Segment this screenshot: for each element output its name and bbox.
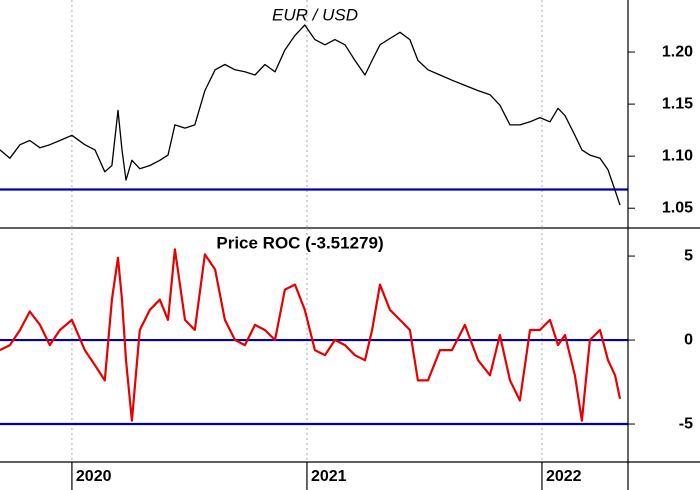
y-tick-label: 1.05 <box>662 199 693 216</box>
y-tick-label: 1.20 <box>662 43 693 60</box>
y-tick-label: 5 <box>684 247 693 264</box>
panel-title: EUR / USD <box>272 5 358 24</box>
y-tick-label: 0 <box>684 331 693 348</box>
y-tick-label: 1.10 <box>662 147 693 164</box>
panel-title: Price ROC (-3.51279) <box>216 233 383 252</box>
series-line <box>0 24 621 206</box>
series-line <box>0 248 622 422</box>
x-tick-label: 2022 <box>546 468 582 485</box>
x-tick-label: 2020 <box>76 468 112 485</box>
y-tick-label: 1.15 <box>662 95 693 112</box>
x-tick-label: 2021 <box>311 468 347 485</box>
y-tick-label: -5 <box>679 415 693 432</box>
